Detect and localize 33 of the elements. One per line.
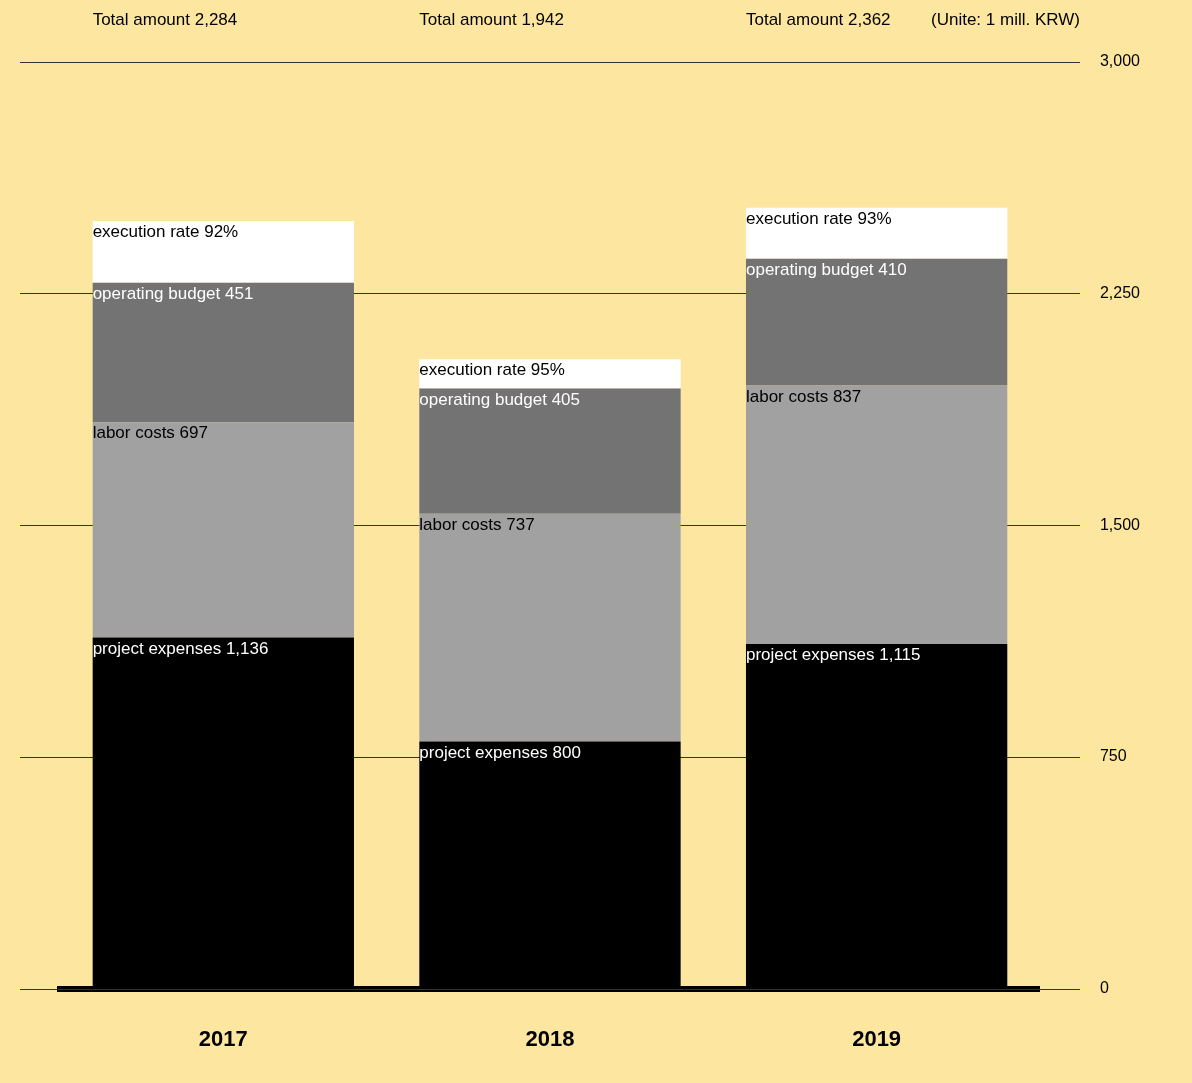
data-label: operating budget 405: [419, 389, 581, 409]
data-label: project expenses 1,115: [745, 645, 921, 665]
bar: [419, 359, 681, 389]
bar: [419, 513, 681, 742]
text: (Unite: 1 mill. KRW): [931, 10, 1080, 30]
data-label: project expenses 1,136: [92, 638, 269, 658]
bar: [419, 388, 681, 514]
data-label: operating budget 451: [92, 284, 254, 304]
bar: [745, 207, 1008, 259]
bar: [745, 258, 1008, 386]
data-label: labor costs 837: [745, 386, 862, 406]
bar: [92, 422, 354, 638]
data-label: execution rate 95%: [419, 360, 565, 380]
bar: [92, 221, 354, 283]
data-label: project expenses 800: [419, 742, 581, 762]
data-label: execution rate 92%: [92, 222, 239, 242]
text: Total amount 2,362: [745, 10, 891, 30]
y-tick-label: 3,000: [1099, 52, 1141, 70]
y-tick-label: 0: [1099, 979, 1109, 997]
y-tick-label: 2,250: [1099, 283, 1141, 301]
data-label: execution rate 93%: [745, 208, 892, 228]
x-tick-label: 2017: [198, 1025, 248, 1051]
x-tick-label: 2018: [525, 1025, 575, 1051]
data-label: labor costs 697: [92, 423, 208, 443]
bar: [745, 385, 1008, 645]
data-label: labor costs 737: [419, 514, 535, 534]
y-tick-label: 750: [1099, 747, 1127, 765]
bar: [92, 282, 354, 423]
data-label: operating budget 410: [745, 259, 907, 279]
y-tick-label: 1,500: [1099, 515, 1141, 533]
x-tick-label: 2019: [852, 1025, 902, 1051]
text: Total amount 1,942: [419, 10, 564, 30]
text: Total amount 2,284: [92, 10, 238, 30]
